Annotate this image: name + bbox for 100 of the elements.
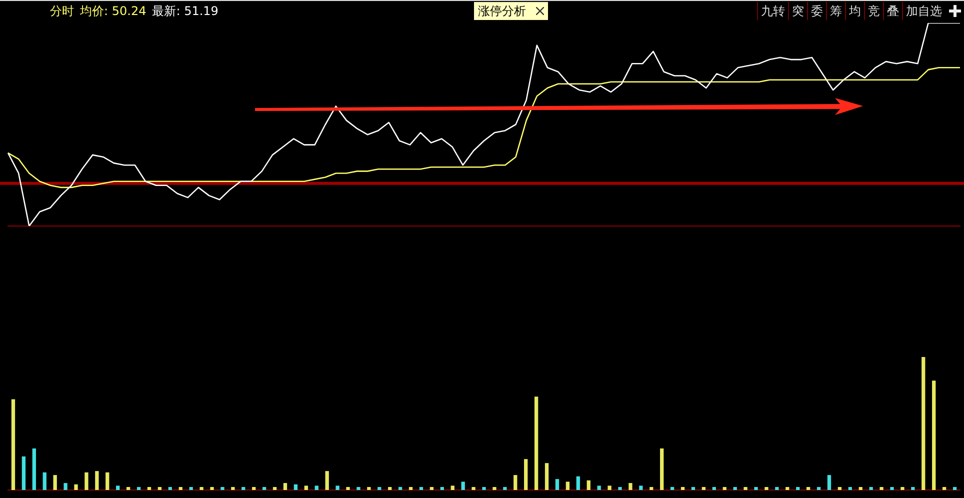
bar bbox=[367, 487, 371, 490]
bar bbox=[952, 487, 957, 490]
text: 分时 bbox=[50, 3, 74, 20]
bar bbox=[806, 487, 810, 490]
bar bbox=[106, 472, 110, 490]
text: 均 bbox=[845, 2, 864, 20]
bar bbox=[231, 487, 235, 490]
bar bbox=[168, 487, 172, 490]
bar bbox=[430, 487, 434, 490]
bar bbox=[147, 487, 152, 490]
bar bbox=[220, 487, 224, 490]
bar bbox=[660, 448, 664, 490]
bar bbox=[53, 475, 57, 490]
bar bbox=[419, 487, 424, 490]
bar bbox=[210, 487, 214, 490]
bar bbox=[838, 487, 842, 490]
text: 涨停分析 bbox=[478, 2, 526, 20]
bar bbox=[346, 487, 350, 490]
bar bbox=[680, 487, 685, 490]
bar bbox=[252, 487, 256, 490]
bar bbox=[691, 487, 696, 490]
bar bbox=[722, 487, 726, 490]
bar bbox=[64, 483, 68, 490]
bar bbox=[796, 487, 800, 490]
bar bbox=[314, 486, 318, 490]
bar bbox=[848, 487, 852, 490]
bar bbox=[597, 486, 601, 490]
bar bbox=[744, 487, 748, 490]
bar bbox=[492, 487, 496, 490]
text: 九转 bbox=[757, 2, 788, 20]
bar bbox=[84, 472, 88, 490]
text: 加自选 bbox=[902, 2, 945, 20]
bar bbox=[136, 487, 141, 490]
bar bbox=[650, 487, 654, 490]
bar bbox=[754, 487, 758, 490]
bar bbox=[900, 487, 904, 490]
bar bbox=[827, 475, 832, 490]
bar bbox=[272, 487, 277, 490]
bar bbox=[304, 486, 308, 490]
bar bbox=[325, 471, 329, 490]
bar bbox=[816, 487, 821, 490]
bar bbox=[608, 486, 612, 490]
bar bbox=[262, 487, 266, 490]
bar bbox=[942, 487, 946, 490]
bar bbox=[534, 396, 538, 490]
bar bbox=[450, 486, 454, 490]
bar bbox=[576, 476, 580, 490]
bar bbox=[158, 487, 162, 490]
bar bbox=[336, 486, 340, 490]
bar bbox=[283, 483, 288, 490]
bar bbox=[555, 479, 560, 490]
bar bbox=[74, 484, 78, 490]
bar bbox=[32, 448, 36, 490]
bar bbox=[242, 487, 246, 490]
bar bbox=[764, 487, 768, 490]
text: 委 bbox=[807, 2, 826, 20]
bar bbox=[628, 483, 632, 490]
bar bbox=[356, 487, 360, 490]
bar bbox=[880, 487, 884, 490]
text: 叠 bbox=[883, 2, 902, 20]
bar bbox=[398, 487, 402, 490]
bar bbox=[524, 459, 528, 490]
bar bbox=[911, 487, 915, 490]
bar bbox=[378, 487, 382, 490]
bar bbox=[639, 486, 643, 490]
bar bbox=[514, 475, 518, 490]
bar bbox=[472, 487, 476, 490]
text: 最新: 51.19 bbox=[152, 3, 218, 20]
bar bbox=[858, 487, 862, 490]
bar bbox=[95, 471, 99, 490]
bar bbox=[733, 487, 737, 490]
bar bbox=[126, 487, 130, 490]
bar bbox=[440, 487, 444, 490]
bar bbox=[503, 487, 507, 490]
bar bbox=[22, 456, 26, 490]
text: 竞 bbox=[864, 2, 883, 20]
bar bbox=[890, 487, 894, 490]
bar bbox=[670, 487, 674, 490]
bar bbox=[922, 357, 926, 490]
bar bbox=[388, 487, 392, 490]
bar bbox=[178, 487, 182, 490]
bar bbox=[786, 487, 790, 490]
bar bbox=[566, 482, 570, 490]
bar bbox=[775, 487, 779, 490]
text: 突 bbox=[788, 2, 807, 20]
bar bbox=[618, 487, 622, 490]
bar bbox=[586, 480, 590, 490]
bar bbox=[116, 486, 120, 490]
bar bbox=[712, 487, 716, 490]
text: 均价: 50.24 bbox=[80, 3, 146, 20]
bar bbox=[294, 484, 298, 490]
bar bbox=[482, 487, 486, 490]
bar bbox=[869, 487, 873, 490]
bar bbox=[11, 399, 16, 490]
text: 筹 bbox=[826, 2, 845, 20]
bar bbox=[544, 463, 549, 490]
bar bbox=[702, 487, 706, 490]
bar bbox=[42, 472, 46, 490]
bar bbox=[408, 487, 413, 490]
bar bbox=[461, 482, 465, 490]
